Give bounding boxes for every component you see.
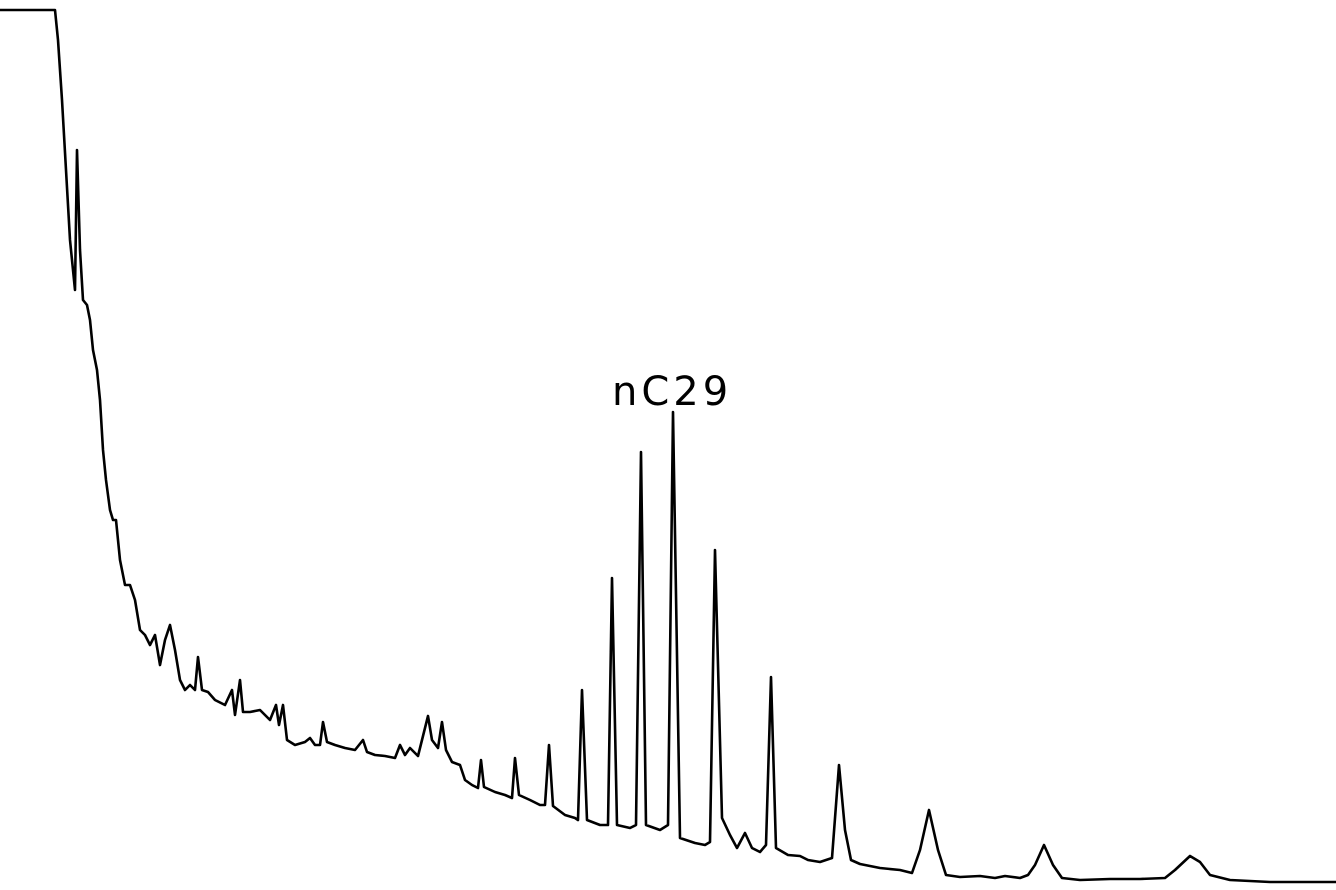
peak-label: nC29 — [612, 369, 732, 415]
trace — [0, 8, 1336, 884]
